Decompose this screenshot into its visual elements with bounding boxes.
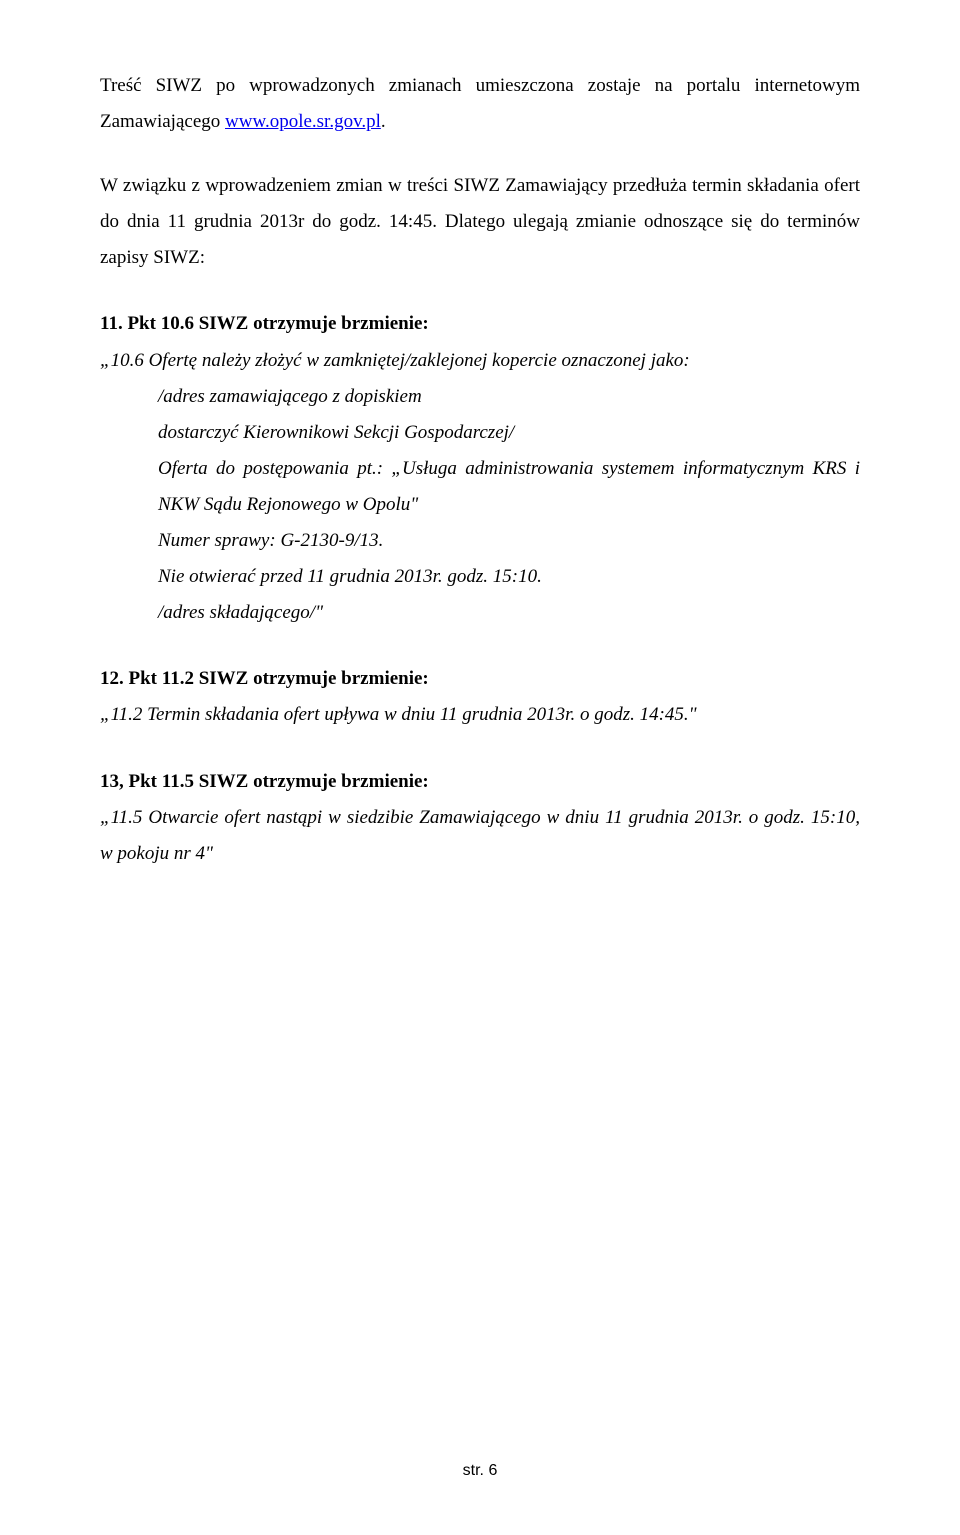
quote-indent-4: Numer sprawy: G-2130-9/13.: [100, 523, 860, 559]
section-11-quote: „10.6 Ofertę należy złożyć w zamkniętej/…: [100, 343, 860, 632]
spacer: [100, 734, 860, 764]
intro-text-suffix: .: [381, 111, 386, 132]
spacer: [100, 276, 860, 306]
spacer: [100, 631, 860, 661]
section-12-heading: 12. Pkt 11.2 SIWZ otrzymuje brzmienie:: [100, 661, 860, 697]
portal-link[interactable]: www.opole.sr.gov.pl: [225, 111, 381, 132]
intro-paragraph: Treść SIWZ po wprowadzonych zmianach umi…: [100, 68, 860, 140]
spacer: [100, 140, 860, 168]
page-footer: str. 6: [0, 1462, 960, 1480]
section-13-quote: „11.5 Otwarcie ofert nastąpi w siedzibie…: [100, 800, 860, 872]
quote-indent-1: /adres zamawiającego z dopiskiem: [100, 379, 860, 415]
quote-indent-5: Nie otwierać przed 11 grudnia 2013r. god…: [100, 559, 860, 595]
quote-line-open: „10.6 Ofertę należy złożyć w zamkniętej/…: [100, 343, 860, 379]
quote-indent-6: /adres składającego/": [100, 595, 860, 631]
quote-indent-3: Oferta do postępowania pt.: „Usługa admi…: [100, 451, 860, 523]
quote-indent-2: dostarczyć Kierownikowi Sekcji Gospodarc…: [100, 415, 860, 451]
section-12-quote: „11.2 Termin składania ofert upływa w dn…: [100, 697, 860, 733]
section-11-heading: 11. Pkt 10.6 SIWZ otrzymuje brzmienie:: [100, 306, 860, 342]
para-extension: W związku z wprowadzeniem zmian w treści…: [100, 168, 860, 276]
intro-text-prefix: Treść SIWZ po wprowadzonych zmianach umi…: [100, 75, 860, 132]
section-13-heading: 13, Pkt 11.5 SIWZ otrzymuje brzmienie:: [100, 764, 860, 800]
page: Treść SIWZ po wprowadzonych zmianach umi…: [0, 0, 960, 1535]
